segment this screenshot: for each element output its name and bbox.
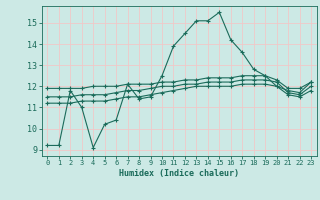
X-axis label: Humidex (Indice chaleur): Humidex (Indice chaleur) <box>119 169 239 178</box>
